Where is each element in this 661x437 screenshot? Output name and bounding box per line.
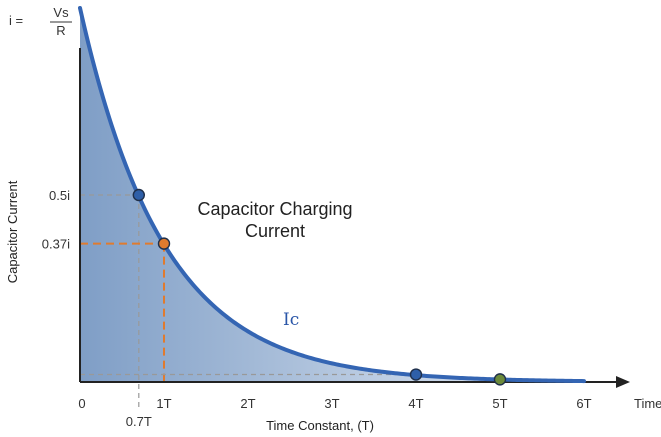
x-tick-label-4t: 4T xyxy=(408,396,423,411)
x-tick-label-5t: 5T xyxy=(492,396,507,411)
y-top-formula: i = Vs R xyxy=(9,5,72,38)
x-axis-title: Time Constant, (T) xyxy=(266,418,374,433)
x-tick-label-2t: 2T xyxy=(240,396,255,411)
svg-text:Vs: Vs xyxy=(53,5,69,20)
svg-text:R: R xyxy=(56,23,65,38)
marker-point-3 xyxy=(493,373,507,386)
x-tick-label-3t: 3T xyxy=(324,396,339,411)
x-tick-label-0: 0 xyxy=(78,396,85,411)
y-tick-label-1: 0.37i xyxy=(42,237,70,252)
chart-title-line-1: Capacitor Charging xyxy=(197,199,352,219)
area-under-curve xyxy=(80,8,584,382)
x-axis-arrow-icon xyxy=(616,376,630,388)
x-tick-label-6t: 6T xyxy=(576,396,591,411)
x-tick-label-0-7t: 0.7T xyxy=(126,414,152,429)
marker-point-2 xyxy=(409,368,423,381)
y-tick-label-0: 0.5i xyxy=(49,188,70,203)
svg-text:i =: i = xyxy=(9,13,23,28)
x-tick-label-1t: 1T xyxy=(156,396,171,411)
marker-point-1 xyxy=(157,237,171,250)
x-axis-end-label: Time, t xyxy=(634,396,661,411)
chart-title-line-2: Current xyxy=(245,221,305,241)
marker-point-0 xyxy=(132,188,146,202)
curve-label: Ic xyxy=(283,310,299,330)
y-axis-title: Capacitor Current xyxy=(5,180,20,283)
